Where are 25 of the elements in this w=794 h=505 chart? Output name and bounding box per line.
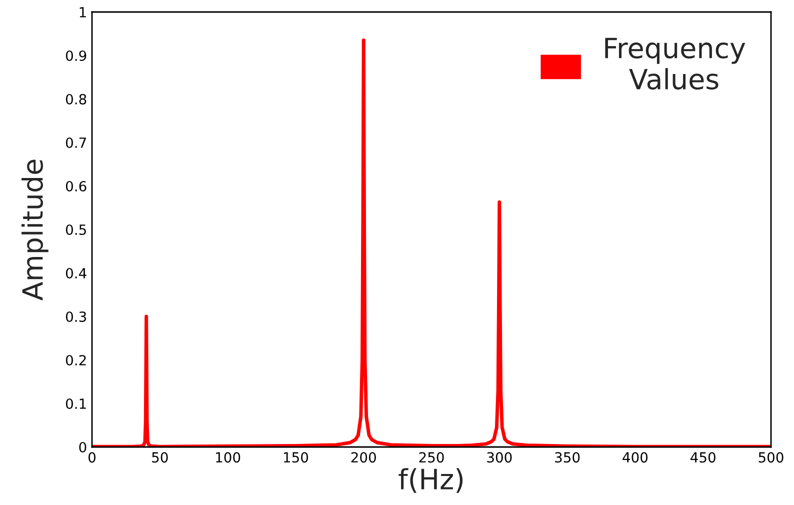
- x-tick-label: 100: [216, 452, 240, 463]
- y-tick-label: 0.9: [66, 50, 86, 61]
- x-tick-label: 250: [419, 452, 444, 463]
- y-tick-label: 0.2: [66, 354, 86, 366]
- legend-label: Frequency Values: [605, 38, 746, 90]
- x-tick-label: 300: [487, 452, 512, 463]
- x-tick-label: 0: [88, 452, 96, 463]
- y-tick-label: 0.5: [66, 224, 86, 235]
- x-tick-label: 200: [351, 452, 376, 463]
- x-tick-label: 400: [622, 452, 648, 463]
- y-tick-label: 1: [80, 7, 86, 18]
- y-tick-label: 0.4: [66, 268, 86, 278]
- x-tick-label: 350: [555, 452, 580, 463]
- x-tick-label: 50: [152, 452, 168, 463]
- y-axis-title: Amplitude: [22, 160, 48, 300]
- y-tick-label: 0.7: [66, 137, 86, 148]
- y-tick-label: 0: [79, 442, 86, 452]
- y-tick-label: 0.8: [66, 94, 86, 104]
- x-tick-label: 500: [758, 452, 784, 463]
- x-tick-label: 450: [690, 452, 716, 463]
- y-tick-label: 0.6: [66, 180, 86, 192]
- x-tick-label: 150: [284, 452, 308, 463]
- x-axis-title: f(Hz): [398, 468, 463, 493]
- y-tick-label: 0.3: [66, 311, 86, 322]
- y-tick-label: 0.1: [66, 398, 86, 409]
